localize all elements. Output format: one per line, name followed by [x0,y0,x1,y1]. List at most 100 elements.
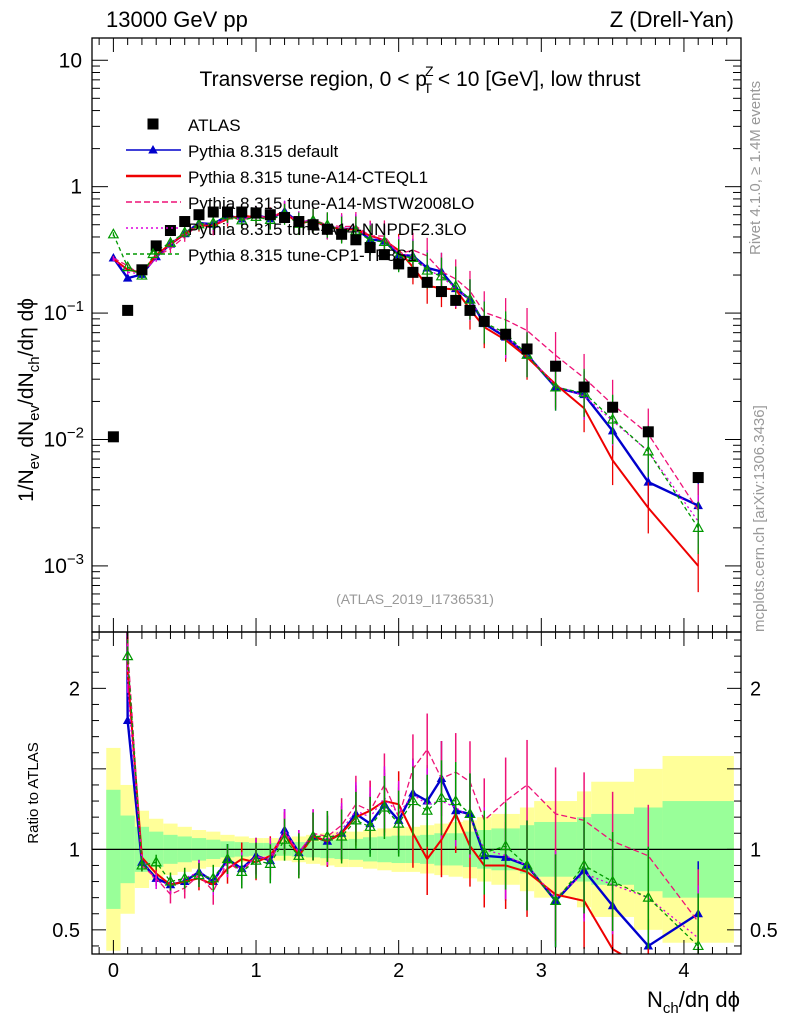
atlas-data-point [464,304,476,316]
atlas-data-point [307,219,319,231]
rivet-version-label: Rivet 4.1.0, ≥ 1.4M events [747,81,764,255]
series-5-main-point [193,218,205,229]
legend-label-2: Pythia 8.315 tune-A14-CTEQL1 [188,168,428,187]
series-5-main-point [107,228,120,239]
atlas-data-point [407,266,419,278]
series-5-main-point [606,413,619,424]
series-3-ratio-line [126,632,699,923]
atlas-data-point [421,276,433,288]
x-tick-label: 4 [678,960,689,982]
series-5-ratio-point [178,872,191,883]
ratio-plot-frame [91,631,742,955]
series-5-ratio-point [449,794,462,806]
series-5-main-point [642,445,655,456]
atlas-data-point [193,209,205,221]
atlas-data-point [336,228,348,240]
series-5-ratio-point [521,859,533,870]
legend-label-3: Pythia 8.315 tune-A14-MSTW2008LO [188,194,474,213]
atlas-data-point [500,328,512,340]
series-5-main-point [549,381,562,392]
atlas-data-point [578,381,590,393]
series-5-ratio-point [407,794,419,806]
series-5-main-point [121,260,134,272]
atlas-data-point [478,315,490,327]
series-1-ratio-point [122,715,133,725]
mcplots-source-label: mcplots.cern.ch [arXiv:1306.3436] [751,405,768,632]
legend-marker-5 [147,247,159,259]
legend-label-1: Pythia 8.315 default [188,142,339,161]
atlas-data-point [164,225,176,237]
atlas-data-point [250,207,262,219]
ratio-tick-label-right: 0.5 [750,920,778,942]
x-tick-label: 3 [536,960,547,982]
series-5-main-point [449,279,462,291]
series-5-main-point [207,216,220,228]
series-5-ratio-point [364,820,376,831]
series-3-main-line [113,211,699,511]
ratio-tick-label-left: 2 [69,678,80,700]
chart-title: Transverse region, 0 < pZ T < 10 [GeV], l… [200,63,641,96]
svg-text:1/Nev dNev/dNch/dη dϕ: 1/Nev dNev/dNch/dη dϕ [15,298,43,502]
series-5-ratio-point [293,849,305,860]
x-tick-label: 0 [108,960,119,982]
x-tick-label: 2 [393,960,404,982]
y-tick-label: 10−3 [44,551,84,578]
series-2-main-line [112,211,699,567]
series-5-ratio-point [549,894,562,905]
atlas-data-point [179,216,191,228]
energy-label: 13000 GeV pp [106,7,248,32]
atlas-data-point [150,240,162,252]
y-tick-label: 10−2 [44,424,84,451]
series-5-ratio-point [264,857,277,868]
series-5-main-point [350,224,362,235]
y-tick-label: 10 [59,49,82,72]
atlas-data-point [364,242,376,254]
series-5-main-point [378,235,391,247]
series-5-ratio-point [307,830,319,841]
series-5-ratio-point [278,833,291,844]
ratio-tick-label-left: 1 [69,839,80,861]
atlas-data-point [107,431,119,443]
series-5-main-point [464,293,476,304]
ratio-tick-label-right: 2 [750,678,761,700]
legend-atlas-marker [147,118,159,130]
series-5-ratio-point [642,891,655,902]
legend-label-5: Pythia 8.315 tune-CP1-TP8S1 [188,246,417,265]
series-2-ratio-line [126,632,623,954]
atlas-data-point [378,249,390,261]
y-axis-label: 1/Nev dNev/dNch/dη dϕ [15,298,43,502]
atlas-data-point [435,286,447,298]
legend-marker-1 [148,145,158,154]
atlas-data-point [207,206,219,218]
series-5-main-point [421,264,433,275]
series-5-ratio-point [421,804,433,815]
ratio-tick-label-left: 0.5 [52,920,80,942]
atlas-data-point [550,360,562,372]
series-4-main-line [112,210,699,522]
series-5-ratio-point [321,830,334,841]
atlas-data-point [521,343,533,355]
series-5-ratio-point [350,814,362,825]
series-5-main-point [235,214,248,225]
series-5-ratio-point [235,865,248,876]
atlas-data-point [293,216,305,228]
series-5-main-point [692,521,704,532]
series-5-ratio-point [193,868,205,880]
legend-label-0: ATLAS [188,116,241,135]
atlas-data-point [692,472,704,484]
atlas-data-point [222,206,234,218]
atlas-data-point [350,234,362,246]
atlas-data-point [321,223,333,235]
series-5-ratio-point [207,872,220,883]
series-5-ratio-point [150,856,162,867]
series-5-ratio-point [121,649,134,661]
series-5-ratio-point [335,830,348,841]
y-tick-label: 10−1 [44,298,84,325]
process-label: Z (Drell-Yan) [609,7,734,32]
series-5-main-point [164,236,177,247]
series-1-main-point [643,477,654,486]
atlas-data-point [450,294,462,306]
series-5-main-point [407,251,419,263]
